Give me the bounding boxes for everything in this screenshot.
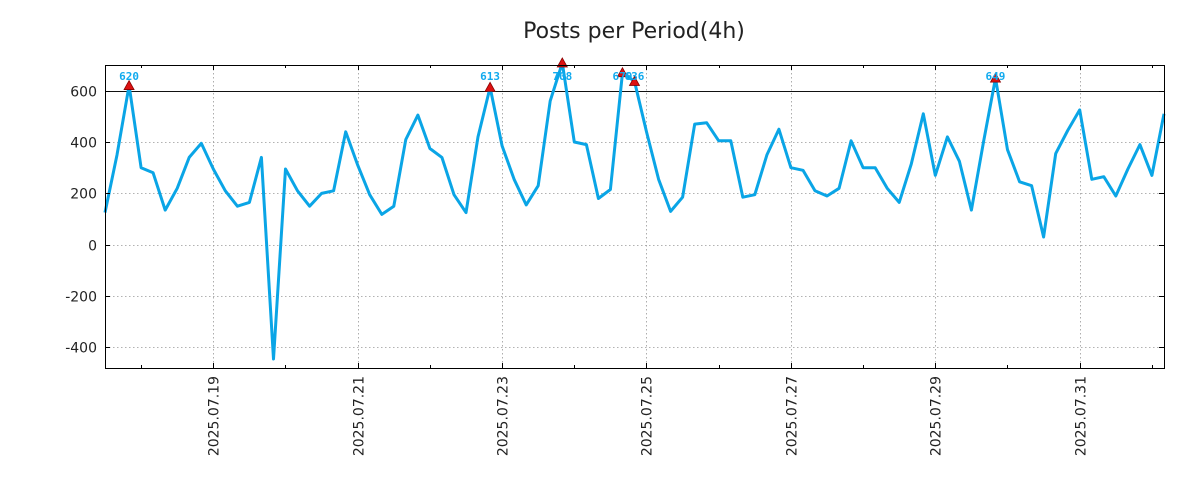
y-axis-ticks: 600 400 200 0 -200 -400 — [65, 85, 1164, 357]
series-line-group — [103, 61, 1166, 361]
peak-marker — [628, 75, 641, 86]
peak-marker — [989, 72, 1002, 83]
peak-label: 620 — [119, 70, 139, 83]
series-line — [103, 61, 1166, 361]
peak-label: 670 — [613, 70, 633, 83]
y-tick-label: 400 — [70, 136, 97, 152]
x-tick-label: 2025.07.31 — [1074, 376, 1090, 456]
x-tick-label: 2025.07.23 — [496, 376, 512, 456]
x-tick-label: 2025.07.29 — [929, 376, 945, 456]
peak-marker — [484, 81, 496, 92]
y-tick-label: -200 — [65, 290, 97, 306]
peak-marker — [556, 57, 568, 68]
x-tick-label: 2025.07.19 — [207, 376, 223, 456]
y-tick-label: 200 — [70, 187, 97, 203]
y-tick-label: 600 — [70, 85, 97, 101]
x-axis-ticks: 2025.07.19 2025.07.21 2025.07.23 2025.07.25… — [141, 65, 1153, 456]
peak-marker — [123, 79, 135, 90]
y-tick-label: -400 — [65, 341, 97, 357]
plot-frame — [105, 65, 1165, 369]
x-tick-label: 2025.07.21 — [352, 376, 368, 456]
chart-title: Posts per Period(4h) — [523, 19, 745, 44]
peak-label: 636 — [625, 70, 645, 83]
peak-marker — [616, 66, 629, 78]
x-tick-label: 2025.07.25 — [640, 376, 656, 456]
peak-label: 708 — [552, 70, 572, 83]
peak-label: 649 — [986, 70, 1006, 83]
x-tick-label: 2025.07.27 — [785, 376, 801, 456]
y-tick-label: 0 — [88, 239, 97, 255]
peak-label: 613 — [480, 70, 500, 83]
